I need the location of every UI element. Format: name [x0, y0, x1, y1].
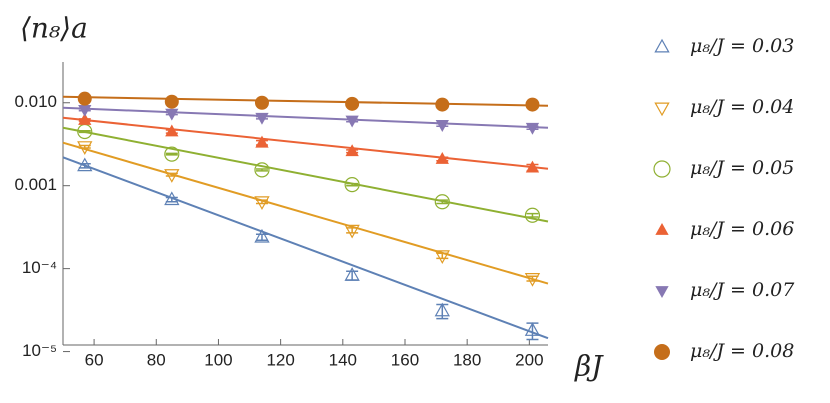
- point: [524, 207, 541, 223]
- point: [525, 97, 540, 112]
- legend-label: μ₈/J = 0.03: [690, 35, 794, 57]
- point: [254, 228, 270, 243]
- point: [164, 146, 180, 162]
- y-tick-label: 0.010: [14, 92, 57, 111]
- point: [255, 135, 269, 148]
- error-bar: [526, 275, 539, 282]
- point: [435, 120, 449, 132]
- point: [344, 267, 360, 281]
- error-bar: [346, 227, 359, 234]
- x-tick-label: 140: [329, 350, 357, 369]
- point: [77, 157, 93, 172]
- error-bar: [255, 168, 268, 172]
- legend-marker: [654, 344, 670, 360]
- x-tick-label: 60: [85, 350, 104, 369]
- y-tick-label: 10⁻⁴: [22, 258, 57, 277]
- error-bar: [255, 199, 268, 205]
- point: [164, 191, 180, 206]
- point: [344, 177, 360, 193]
- error-bar: [526, 212, 539, 218]
- point: [525, 122, 540, 135]
- point: [77, 141, 93, 155]
- fit-line: [62, 126, 549, 223]
- point: [524, 273, 541, 287]
- x-tick-label: 180: [453, 350, 481, 369]
- x-tick-label: 100: [204, 350, 232, 369]
- point: [255, 112, 269, 125]
- legend-marker: [655, 286, 669, 298]
- point: [434, 194, 450, 210]
- point: [164, 94, 179, 109]
- point: [254, 162, 270, 178]
- legend-label: μ₈/J = 0.08: [690, 340, 794, 362]
- error-bar: [255, 233, 268, 241]
- x-axis-label: βJ: [574, 350, 604, 383]
- fit-line: [62, 95, 549, 107]
- y-tick-label: 0.001: [14, 175, 57, 194]
- legend-marker: [654, 38, 670, 53]
- point: [344, 224, 360, 239]
- error-bar: [78, 129, 91, 134]
- x-tick-label: 80: [147, 350, 166, 369]
- y-axis-label: ⟨n₈⟩a: [20, 12, 88, 45]
- point: [164, 169, 180, 183]
- fit-line: [62, 156, 549, 340]
- x-tick-label: 160: [391, 350, 419, 369]
- legend-label: μ₈/J = 0.05: [690, 157, 794, 179]
- point: [524, 322, 541, 336]
- point: [345, 144, 359, 157]
- legend-label: μ₈/J = 0.07: [690, 279, 795, 301]
- point: [165, 108, 179, 121]
- legend-marker: [653, 160, 671, 178]
- point: [254, 196, 270, 210]
- point: [254, 95, 269, 110]
- y-tick-label: 10⁻⁵: [22, 341, 57, 360]
- x-tick-label: 120: [266, 350, 294, 369]
- point: [345, 96, 360, 111]
- point: [77, 91, 92, 106]
- legend-marker: [655, 223, 669, 235]
- fit-line: [62, 106, 549, 129]
- error-bar: [165, 196, 178, 203]
- error-bar: [346, 182, 359, 187]
- point: [78, 105, 92, 117]
- point: [435, 151, 449, 164]
- error-bar: [436, 252, 449, 260]
- point: [434, 302, 450, 317]
- legend-marker: [654, 102, 670, 117]
- point: [78, 112, 92, 125]
- legend-label: μ₈/J = 0.04: [690, 96, 794, 118]
- point: [345, 115, 359, 128]
- fit-line: [62, 141, 549, 285]
- error-bar: [165, 152, 178, 156]
- legend-label: μ₈/J = 0.06: [690, 218, 794, 240]
- point: [525, 160, 540, 173]
- point: [434, 250, 450, 264]
- point: [165, 124, 179, 137]
- error-bar: [436, 199, 449, 205]
- error-bar: [78, 162, 91, 169]
- point: [435, 97, 450, 112]
- x-tick-label: 200: [515, 350, 543, 369]
- fit-line: [62, 116, 549, 170]
